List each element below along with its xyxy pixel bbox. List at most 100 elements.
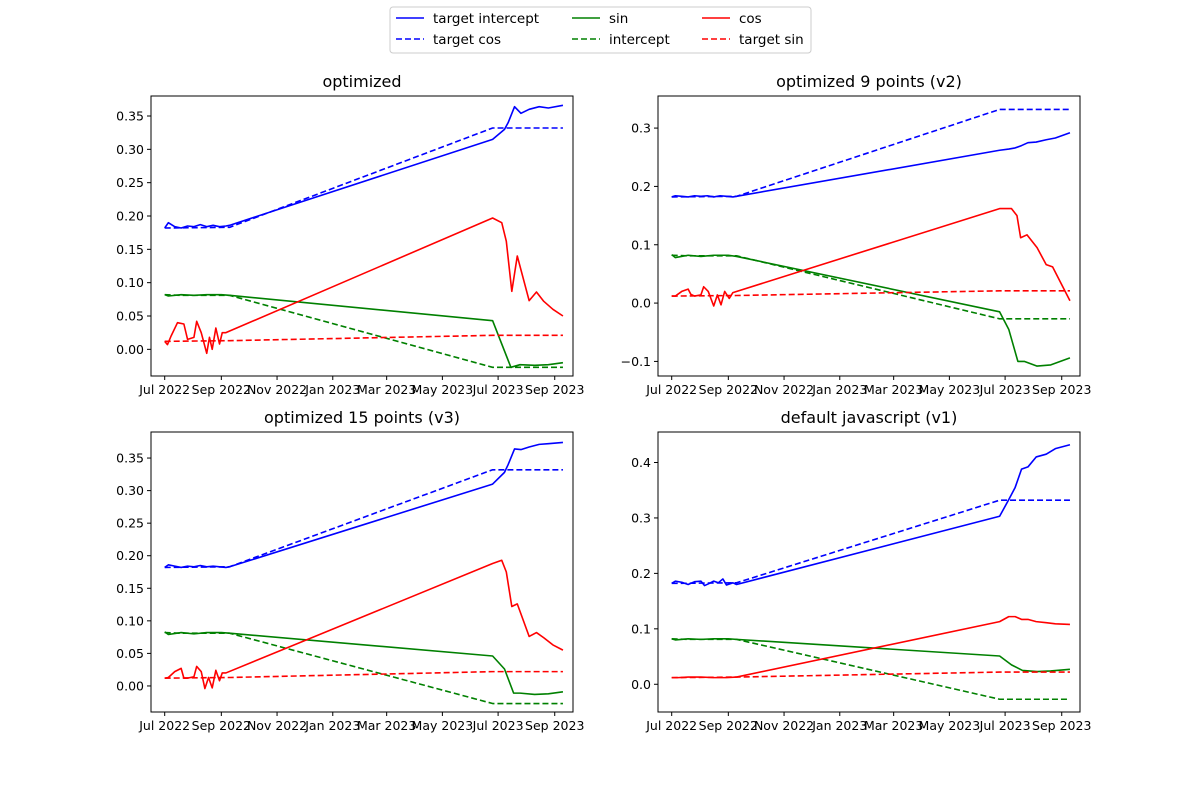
y-tick-label: 0.4 xyxy=(631,455,651,470)
x-tick-label: Sep 2022 xyxy=(699,718,758,733)
series-line-target-cos xyxy=(671,108,1070,198)
subplot-title: optimized 15 points (v3) xyxy=(264,408,460,427)
series-line-target-sin xyxy=(164,334,563,343)
y-tick-label: 0.2 xyxy=(631,179,651,194)
x-tick-label: Jan 2023 xyxy=(304,382,360,397)
x-tick-label: May 2023 xyxy=(412,382,474,397)
legend-entry: target sin xyxy=(702,32,804,48)
x-tick-label: May 2023 xyxy=(412,718,474,733)
subplot-title: optimized 9 points (v2) xyxy=(776,72,962,91)
legend: target intercept target cos sin intercep… xyxy=(389,6,812,54)
y-tick-label: 0.3 xyxy=(631,121,651,136)
x-tick-label: Nov 2022 xyxy=(754,718,814,733)
y-tick-label: 0.30 xyxy=(116,483,144,498)
y-tick-label: 0.05 xyxy=(116,309,144,324)
y-tick-label: 0.10 xyxy=(116,275,144,290)
x-tick-label: Sep 2022 xyxy=(192,718,251,733)
y-tick-label: 0.25 xyxy=(116,175,144,190)
y-tick-label: 0.2 xyxy=(631,566,651,581)
x-tick-label: Mar 2023 xyxy=(357,382,416,397)
y-tick-label: 0.15 xyxy=(116,242,144,257)
axes-frame xyxy=(657,431,1081,713)
series-line-target-cos xyxy=(164,468,563,569)
y-tick-label: 0.05 xyxy=(116,646,144,661)
x-tick-label: Jul 2022 xyxy=(645,718,697,733)
x-tick-label: Mar 2023 xyxy=(357,718,416,733)
y-tick-label: 0.0 xyxy=(631,677,651,692)
y-tick-label: 0.1 xyxy=(631,237,651,252)
x-tick-label: Sep 2023 xyxy=(525,382,584,397)
x-tick-label: Sep 2022 xyxy=(699,382,758,397)
legend-label: intercept xyxy=(609,32,670,48)
series-line-target-sin xyxy=(164,670,563,679)
legend-label: target sin xyxy=(739,32,804,48)
series-line-target-cos xyxy=(671,499,1070,585)
x-tick-label: May 2023 xyxy=(919,382,981,397)
plot-area xyxy=(658,432,1080,712)
legend-entry: sin xyxy=(572,11,628,27)
y-tick-label: −0.1 xyxy=(621,354,651,369)
x-tick-label: Sep 2022 xyxy=(192,382,251,397)
x-tick-label: Jul 2022 xyxy=(138,382,190,397)
legend-label: target cos xyxy=(433,32,501,48)
y-tick-label: 0.3 xyxy=(631,510,651,525)
x-tick-label: Jan 2023 xyxy=(811,718,867,733)
x-tick-label: Jan 2023 xyxy=(304,718,360,733)
x-tick-label: Sep 2023 xyxy=(1032,382,1091,397)
y-tick-label: 0.30 xyxy=(116,142,144,157)
y-tick-label: 0.00 xyxy=(116,678,144,693)
plot-area xyxy=(151,432,573,712)
x-tick-label: Jul 2022 xyxy=(645,382,697,397)
series-line-cos xyxy=(671,207,1071,307)
x-tick-label: May 2023 xyxy=(919,718,981,733)
y-tick-label: 0.0 xyxy=(631,296,651,311)
series-line-target-cos xyxy=(164,127,563,229)
series-line-intercept xyxy=(164,293,563,369)
y-tick-label: 0.15 xyxy=(116,581,144,596)
x-tick-label: Jul 2023 xyxy=(472,382,524,397)
legend-entry: cos xyxy=(702,11,762,27)
x-tick-label: Jul 2022 xyxy=(138,718,190,733)
series-line-target-sin xyxy=(671,290,1070,297)
x-tick-label: Mar 2023 xyxy=(864,382,923,397)
y-tick-label: 0.1 xyxy=(631,621,651,636)
axes-frame xyxy=(150,431,574,713)
y-tick-label: 0.00 xyxy=(116,342,144,357)
x-tick-label: Sep 2023 xyxy=(525,718,584,733)
series-line-intercept xyxy=(671,254,1070,320)
series-line-cos xyxy=(164,217,564,355)
x-tick-label: Jan 2023 xyxy=(811,382,867,397)
plot-area xyxy=(658,96,1080,376)
y-tick-label: 0.20 xyxy=(116,548,144,563)
y-tick-label: 0.20 xyxy=(116,209,144,224)
series-line-intercept xyxy=(164,631,563,705)
axes-frame xyxy=(657,95,1081,377)
legend-entry: intercept xyxy=(572,32,670,48)
x-tick-label: Jul 2023 xyxy=(979,382,1031,397)
plot-area xyxy=(151,96,573,376)
x-tick-label: Jul 2023 xyxy=(472,718,524,733)
y-tick-label: 0.25 xyxy=(116,516,144,531)
x-tick-label: Nov 2022 xyxy=(247,382,307,397)
legend-entry: target cos xyxy=(396,32,501,48)
subplot-title: default javascript (v1) xyxy=(781,408,958,427)
x-tick-label: Nov 2022 xyxy=(754,382,814,397)
legend-label: cos xyxy=(739,11,762,27)
x-tick-label: Nov 2022 xyxy=(247,718,307,733)
x-tick-label: Jul 2023 xyxy=(979,718,1031,733)
legend-label: target intercept xyxy=(433,11,539,27)
y-tick-label: 0.35 xyxy=(116,451,144,466)
series-line-target-sin xyxy=(671,671,1070,679)
x-tick-label: Sep 2023 xyxy=(1032,718,1091,733)
subplot-title: optimized xyxy=(322,72,401,91)
legend-label: sin xyxy=(609,11,628,27)
legend-entry: target intercept xyxy=(396,11,539,27)
y-tick-label: 0.10 xyxy=(116,613,144,628)
axes-frame xyxy=(150,95,574,377)
